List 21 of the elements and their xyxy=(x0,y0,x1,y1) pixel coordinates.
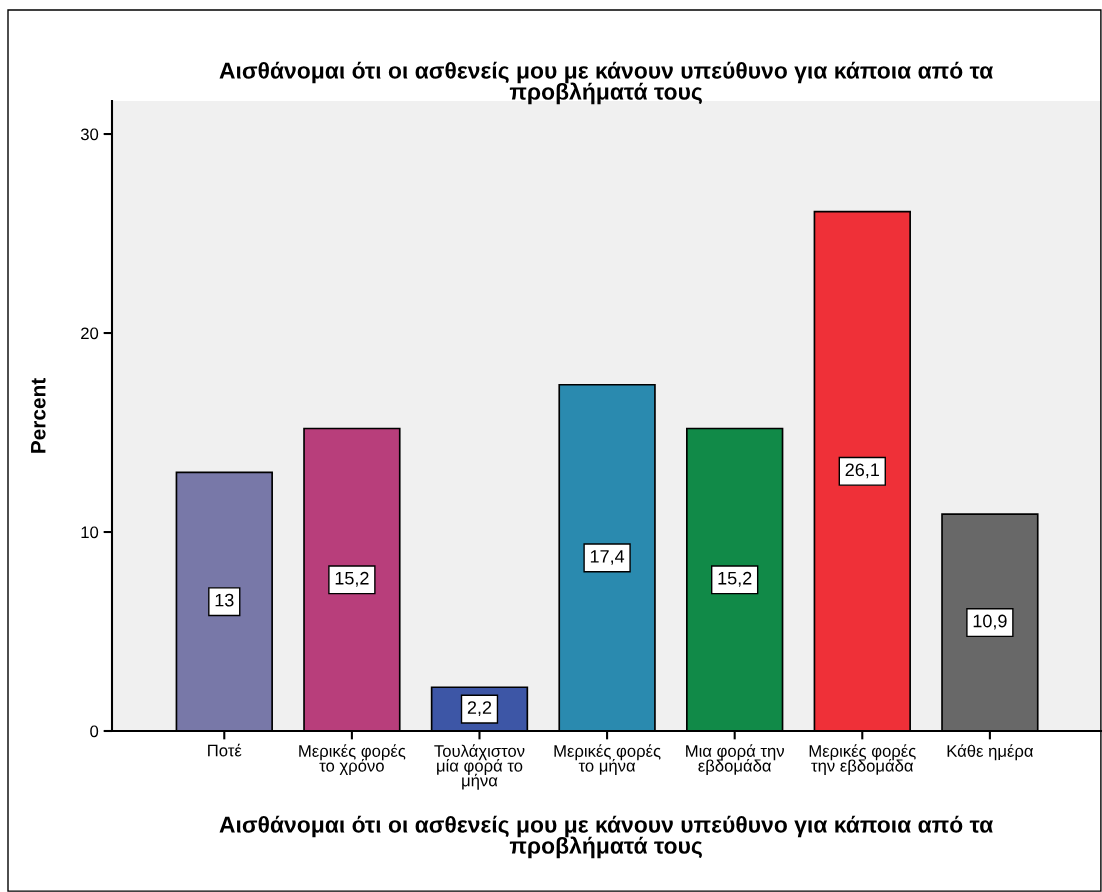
y-tick-label: 30 xyxy=(80,128,99,141)
y-tick-label: 20 xyxy=(81,327,99,340)
x-tick-label: Κάθε ημέρα xyxy=(947,744,1034,761)
y-axis-title: Percent xyxy=(31,378,46,453)
chart-title: Αισθάνομαι ότι οι ασθενείς μου με κάνουν υπεύθυνο για κάποια από τα προβλήματά τους xyxy=(219,61,994,105)
x-tick-label: Μερικές φορές το μήνα xyxy=(554,744,661,775)
data-label: 26,1 xyxy=(845,463,879,479)
x-axis-title: Αισθάνομαι ότι οι ασθενείς μου με κάνουν υπεύθυνο για κάποια από τα προβλήματά τους xyxy=(219,815,994,859)
y-tick-label: 0 xyxy=(90,725,99,738)
data-label: 2,2 xyxy=(467,701,492,717)
data-label: 17,4 xyxy=(590,550,625,565)
x-tick-label: Ποτέ xyxy=(208,743,242,757)
data-label: 13 xyxy=(215,593,234,607)
x-tick-label: Τουλάχιστον μία φορά το μήνα xyxy=(434,744,525,790)
x-tick-label: Μια φορά την εβδομάδα xyxy=(686,744,784,775)
y-tick-label: 10 xyxy=(81,526,99,539)
data-label: 15,2 xyxy=(718,571,752,587)
data-label: 10,9 xyxy=(973,614,1007,630)
x-tick-label: Μερικές φορές την εβδομάδα xyxy=(809,744,916,775)
x-tick-label: Μερικές φορές το χρόνο xyxy=(299,744,406,775)
data-label: 15,2 xyxy=(335,571,369,587)
